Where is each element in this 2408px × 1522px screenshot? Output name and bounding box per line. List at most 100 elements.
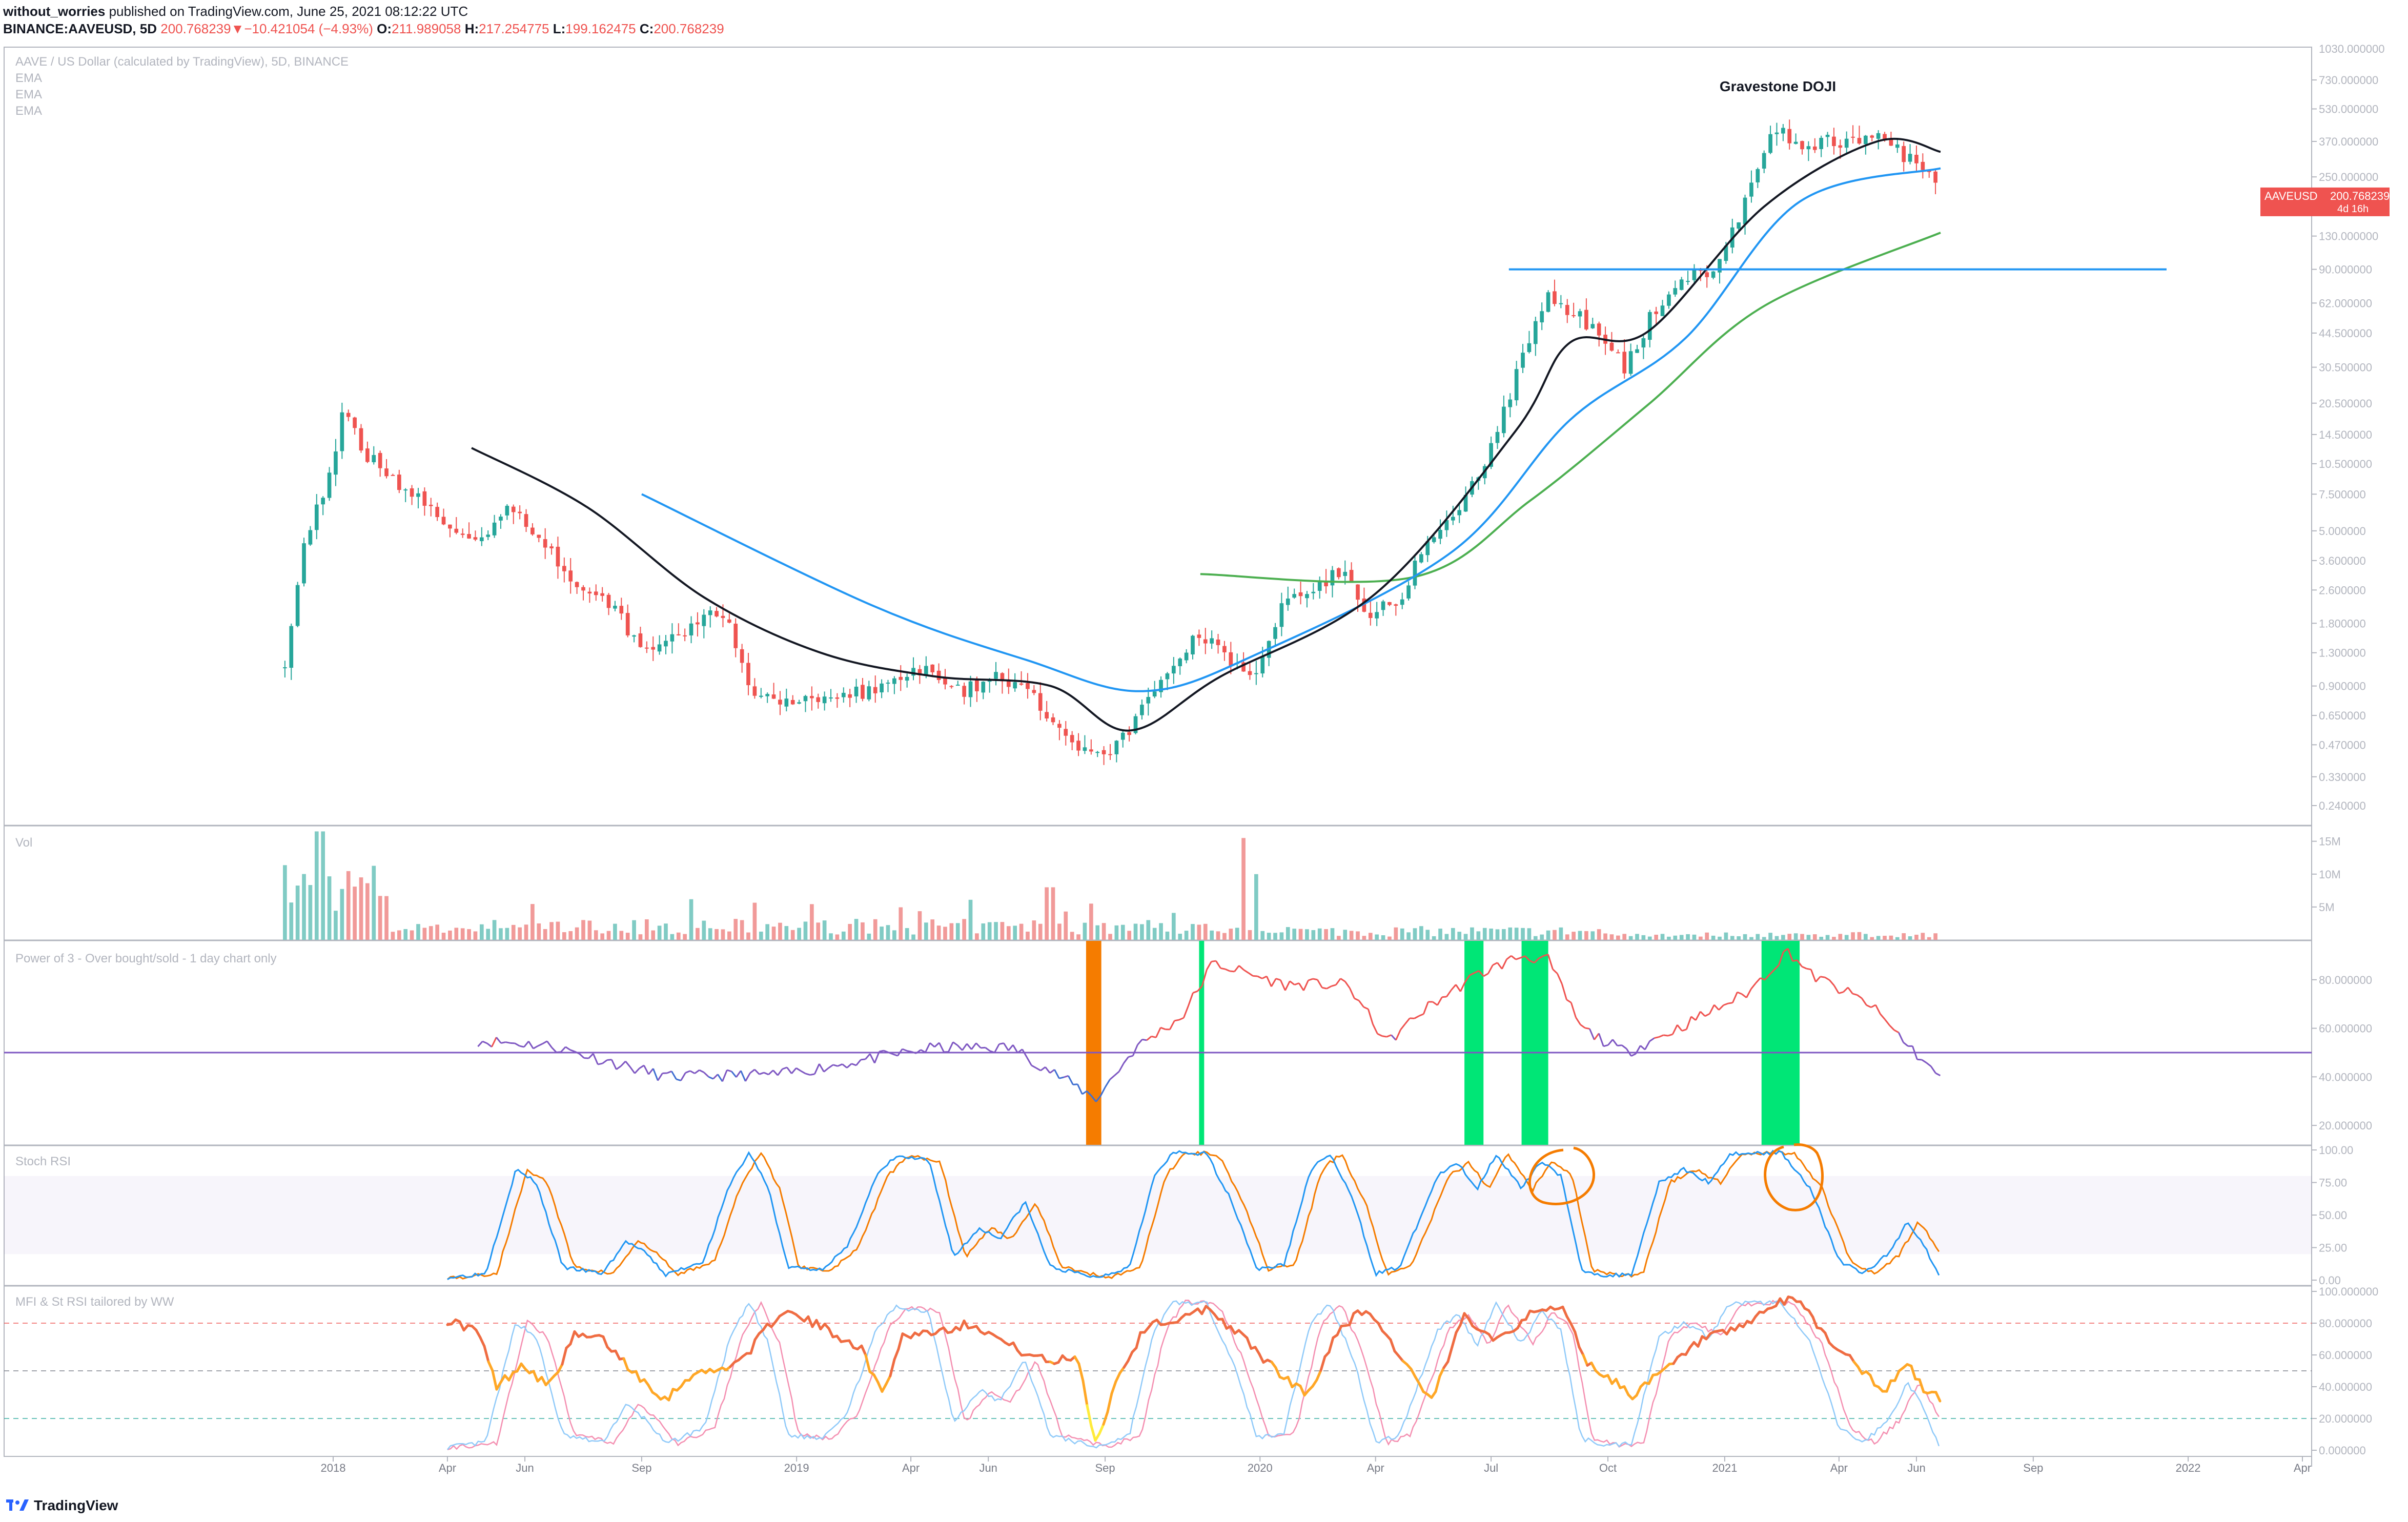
mfi-segment xyxy=(1918,1378,1925,1393)
change-arrow-icon: ▼ xyxy=(231,21,244,36)
price-axis-label: 10.500000 xyxy=(2319,458,2372,470)
power-segment xyxy=(708,1076,713,1080)
power-segment xyxy=(1354,997,1360,1001)
volume-bar xyxy=(1883,936,1887,940)
hand-drawn-circles xyxy=(1528,1143,1824,1211)
power-segment xyxy=(1926,1062,1932,1067)
volume-bar xyxy=(289,902,294,940)
volume-bar xyxy=(949,923,954,940)
candle-body xyxy=(594,591,598,595)
volume-bar xyxy=(892,930,896,940)
power-segment xyxy=(999,1042,1004,1045)
volume-bar xyxy=(1197,924,1201,940)
power-segment xyxy=(1017,1048,1023,1054)
candle-body xyxy=(651,647,656,650)
mfi-segment xyxy=(487,1360,494,1372)
candle-body xyxy=(911,668,915,676)
volume-bar xyxy=(422,928,427,940)
mfi-pane[interactable]: MFI & St RSI tailored by WW 100.000000 80… xyxy=(4,1285,2378,1457)
candle-body xyxy=(1064,729,1068,736)
power-segment xyxy=(879,1050,884,1053)
candle-body xyxy=(1768,134,1772,153)
power-segment xyxy=(1884,1019,1890,1026)
volume-bar xyxy=(1667,936,1671,940)
volume-bar xyxy=(1267,933,1271,940)
chart-canvas[interactable]: Gravestone DOJI AAVE / US Dollar (calcul… xyxy=(0,41,2408,1493)
volume-bar xyxy=(1819,936,1824,940)
price-axis-label: 0.650000 xyxy=(2319,709,2366,722)
power-segment xyxy=(629,1066,636,1074)
mfi-segment xyxy=(516,1362,523,1373)
candle-body xyxy=(619,606,624,614)
volume-bar xyxy=(1279,932,1284,940)
candle-body xyxy=(1051,717,1055,723)
candle-body xyxy=(1857,138,1862,144)
power-segment xyxy=(1243,969,1249,974)
candle-body xyxy=(1000,673,1005,682)
volume-bar xyxy=(1400,928,1404,940)
candle-body xyxy=(1660,305,1665,316)
power-segment xyxy=(551,1046,557,1053)
gravestone-doji-annotation[interactable]: Gravestone DOJI xyxy=(1720,78,1836,94)
power-segment xyxy=(1386,1034,1392,1038)
candle-body xyxy=(346,413,351,417)
price-pane[interactable]: Gravestone DOJI AAVE / US Dollar (calcul… xyxy=(15,43,2390,812)
candle-body xyxy=(943,678,947,685)
volume-bar xyxy=(1026,931,1030,940)
candle-body xyxy=(917,669,922,675)
mfi-segment xyxy=(1446,1346,1454,1363)
mfi-segment xyxy=(495,1381,502,1391)
power-segment xyxy=(823,1067,829,1073)
mfi-segment xyxy=(1328,1336,1335,1354)
power-segment xyxy=(1045,1066,1051,1074)
power-segment xyxy=(800,1070,806,1075)
power-zone-green xyxy=(1521,941,1548,1145)
power-segment xyxy=(1109,1075,1115,1080)
candle-body xyxy=(1699,270,1703,271)
power-segment xyxy=(680,1072,686,1081)
mfi-legend: MFI & St RSI tailored by WW xyxy=(15,1295,174,1309)
candle-body xyxy=(1902,146,1906,162)
candle-body xyxy=(1406,585,1411,599)
price-tag-value: 200.768239 xyxy=(2330,190,2390,202)
power-segment xyxy=(1363,1006,1369,1010)
author-name[interactable]: without_worries xyxy=(3,4,106,19)
published-text: published on TradingView.com, June 25, 2… xyxy=(109,4,468,19)
candle-body xyxy=(1127,732,1131,735)
power-axis-label: 40.000000 xyxy=(2319,1071,2372,1083)
volume-bar xyxy=(1438,929,1442,940)
mfi-segment xyxy=(1246,1336,1253,1350)
power-of-3-pane[interactable]: Power of 3 - Over bought/sold - 1 day ch… xyxy=(4,941,2372,1145)
power-segment xyxy=(989,1050,995,1054)
power-segment xyxy=(514,1042,520,1047)
volume-bar xyxy=(1546,930,1550,940)
candle-body xyxy=(1095,752,1100,753)
power-segment xyxy=(1317,979,1323,989)
candle-body xyxy=(1851,136,1855,138)
candle-body xyxy=(1413,561,1417,586)
mfi-axis-label: 60.000000 xyxy=(2319,1349,2372,1362)
candle-body xyxy=(321,498,325,505)
volume-bar xyxy=(1692,934,1697,940)
power-segment xyxy=(533,1045,539,1050)
power-segment xyxy=(1903,1041,1909,1047)
mfi-segment xyxy=(1254,1346,1261,1355)
volume-bar xyxy=(283,865,287,940)
price-axis-label: 1.300000 xyxy=(2319,647,2366,660)
candle-body xyxy=(1578,311,1582,317)
power-segment xyxy=(528,1041,534,1049)
power-segment xyxy=(1492,962,1498,966)
candle-body xyxy=(1711,271,1716,278)
power-segment xyxy=(1464,975,1471,983)
volume-bar xyxy=(696,928,700,940)
volume-bar xyxy=(505,928,509,940)
stoch-k-line xyxy=(447,1149,1940,1280)
power-segment xyxy=(1506,955,1512,960)
volume-bar xyxy=(645,919,649,940)
candle-body xyxy=(410,488,414,497)
stoch-rsi-pane[interactable]: Stoch RSI 100.00 75.00 50.00 25.00 0.00 xyxy=(4,1143,2353,1287)
candle-body xyxy=(289,626,294,668)
volume-pane[interactable]: Vol 15M 10M 5M xyxy=(15,831,2341,940)
volume-bar xyxy=(1425,930,1430,940)
volume-bar xyxy=(1743,934,1747,940)
